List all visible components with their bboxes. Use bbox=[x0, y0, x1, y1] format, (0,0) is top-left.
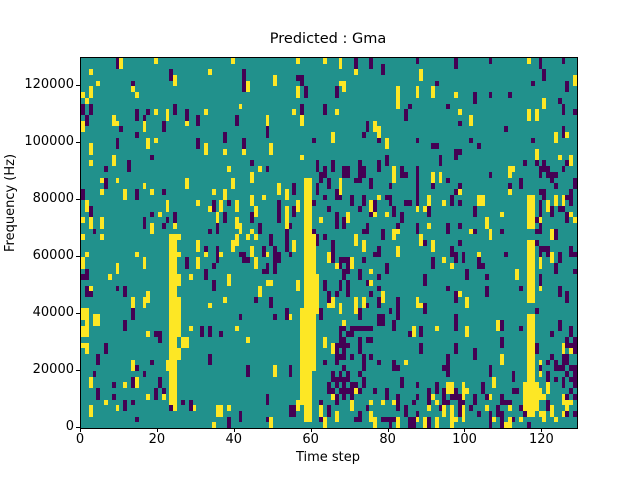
y-tick-mark bbox=[76, 199, 80, 201]
y-tick-mark bbox=[76, 313, 80, 315]
y-tick-mark bbox=[76, 370, 80, 372]
x-tick-label: 20 bbox=[148, 432, 166, 447]
y-tick-label: 100000 bbox=[24, 134, 74, 150]
x-tick-label: 80 bbox=[379, 432, 396, 447]
y-tick-label: 20000 bbox=[32, 362, 74, 378]
heatmap-plot-area bbox=[80, 57, 578, 429]
x-tick-label: 60 bbox=[302, 432, 319, 447]
x-axis-label: Time step bbox=[295, 450, 361, 465]
y-tick-label: 60000 bbox=[32, 248, 74, 264]
y-tick-label: 40000 bbox=[32, 305, 74, 321]
x-tick-mark bbox=[80, 428, 81, 432]
x-tick-mark bbox=[387, 428, 389, 432]
x-tick-label: 100 bbox=[452, 432, 477, 447]
y-tick-mark bbox=[76, 85, 80, 87]
x-tick-mark bbox=[156, 428, 158, 432]
y-tick-label: 120000 bbox=[24, 77, 74, 93]
plot-title: Predicted : Gma bbox=[269, 31, 387, 47]
y-tick-mark bbox=[76, 256, 80, 258]
y-tick-label: 0 bbox=[65, 419, 74, 434]
x-tick-mark bbox=[310, 428, 312, 432]
x-tick-label: 40 bbox=[225, 432, 243, 447]
x-tick-label: 120 bbox=[528, 432, 554, 447]
x-tick-mark bbox=[541, 428, 543, 432]
x-tick-label: 0 bbox=[75, 432, 85, 447]
x-tick-mark bbox=[233, 428, 235, 432]
y-tick-mark bbox=[76, 427, 80, 428]
y-tick-label: 80000 bbox=[32, 191, 74, 207]
x-tick-mark bbox=[464, 428, 466, 432]
heatmap-canvas bbox=[81, 58, 577, 428]
y-tick-mark bbox=[76, 142, 80, 144]
